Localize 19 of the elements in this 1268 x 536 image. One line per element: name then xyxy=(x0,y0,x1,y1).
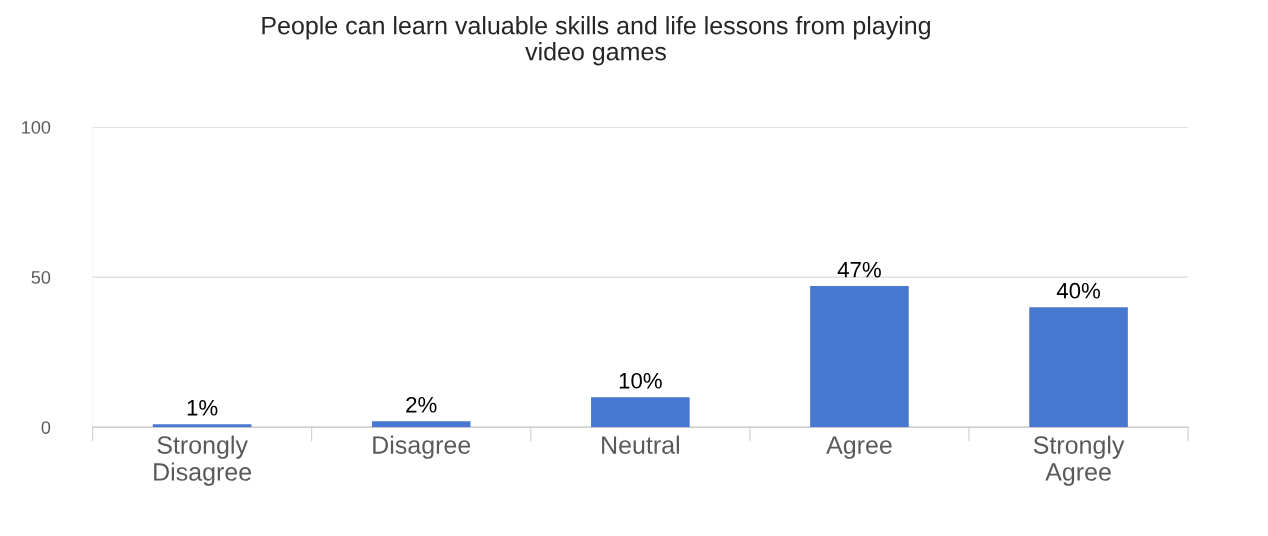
x-tick-label: Strongly Agree xyxy=(1033,435,1125,486)
data-label: 2% xyxy=(406,396,437,413)
bar xyxy=(371,421,471,428)
x-tick-label: Strongly Disagree xyxy=(154,435,252,486)
data-label: 1% xyxy=(187,399,218,416)
bar xyxy=(152,424,252,428)
x-tick-label: Disagree xyxy=(373,435,471,459)
data-label: 40% xyxy=(1056,282,1101,299)
y-tick-label: 100 xyxy=(22,120,51,134)
bar xyxy=(591,397,690,428)
data-label: 10% xyxy=(619,372,662,389)
bar xyxy=(1029,307,1128,428)
x-tick-label: Neutral xyxy=(602,435,679,454)
bar xyxy=(810,286,909,428)
y-tick-label: 0 xyxy=(41,421,51,434)
data-label: 47% xyxy=(837,261,881,278)
y-tick-label: 50 xyxy=(31,271,51,284)
x-tick-label: Agree xyxy=(826,436,892,459)
chart-title: People can learn valuable skills and life lessons from playing video games xyxy=(262,16,930,66)
